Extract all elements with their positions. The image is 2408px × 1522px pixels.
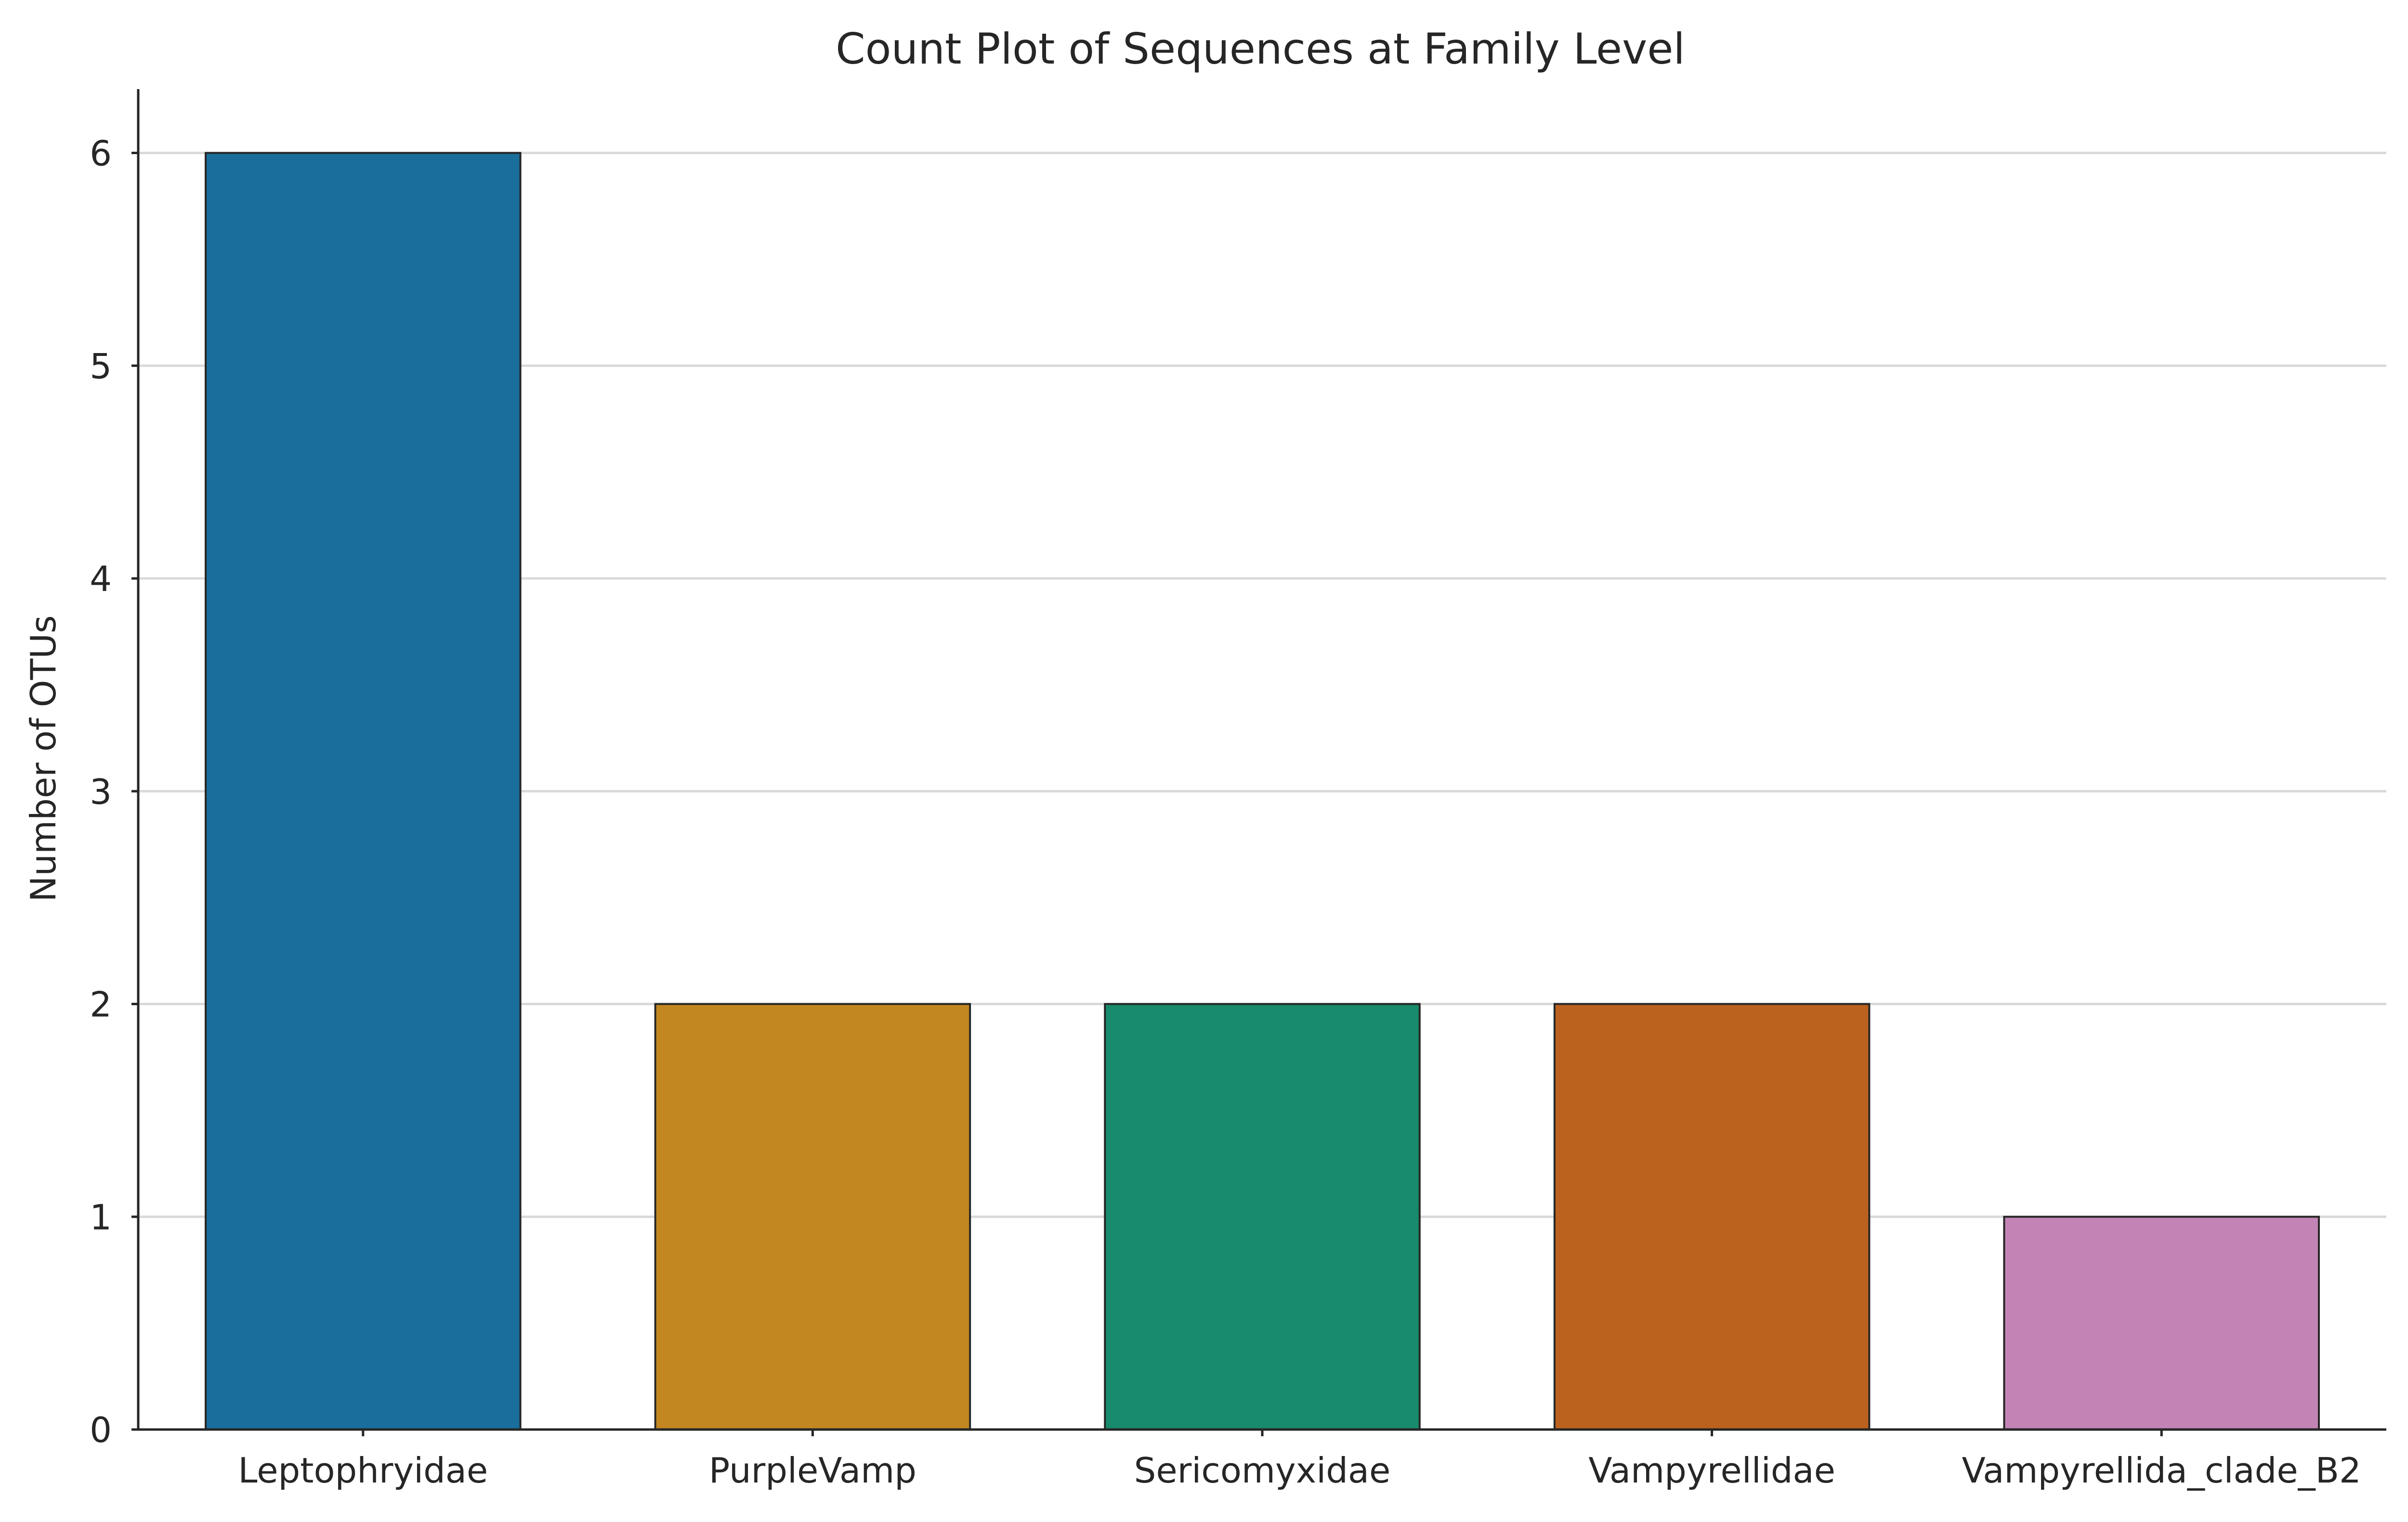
bar-vampyrellida-clade-b2 — [2003, 1216, 2320, 1430]
x-axis-ticks: Leptophryidae PurpleVamp Sericomyxidae Vamp… — [238, 1430, 2361, 1491]
bar-leptophryidae — [205, 152, 522, 1430]
x-tick-label-2: Sericomyxidae — [1134, 1450, 1391, 1491]
y-tick-label-5: 5 — [90, 346, 112, 386]
x-tick-label-1: PurpleVamp — [709, 1450, 916, 1491]
y-axis-ticks: 0 1 2 3 4 5 6 — [90, 133, 138, 1450]
y-tick-label-0: 0 — [90, 1410, 112, 1450]
y-axis-label: Number of OTUs — [23, 615, 64, 902]
x-tick-label-3: Vampyrellidae — [1588, 1450, 1835, 1491]
bar-vampyrellidae — [1553, 1003, 1871, 1431]
y-tick-label-4: 4 — [90, 559, 112, 599]
bar-purplevamp — [654, 1003, 971, 1431]
x-tick-label-0: Leptophryidae — [238, 1450, 488, 1491]
chart-title: Count Plot of Sequences at Family Level — [836, 24, 1685, 74]
x-tick-label-4: Vampyrellida_clade_B2 — [1962, 1450, 2361, 1491]
y-tick-label-3: 3 — [90, 772, 112, 812]
y-tick-label-1: 1 — [90, 1197, 112, 1237]
bar-sericomyxidae — [1104, 1003, 1421, 1431]
bars — [205, 152, 2320, 1431]
y-tick-label-6: 6 — [90, 133, 112, 174]
y-tick-label-2: 2 — [90, 984, 112, 1025]
